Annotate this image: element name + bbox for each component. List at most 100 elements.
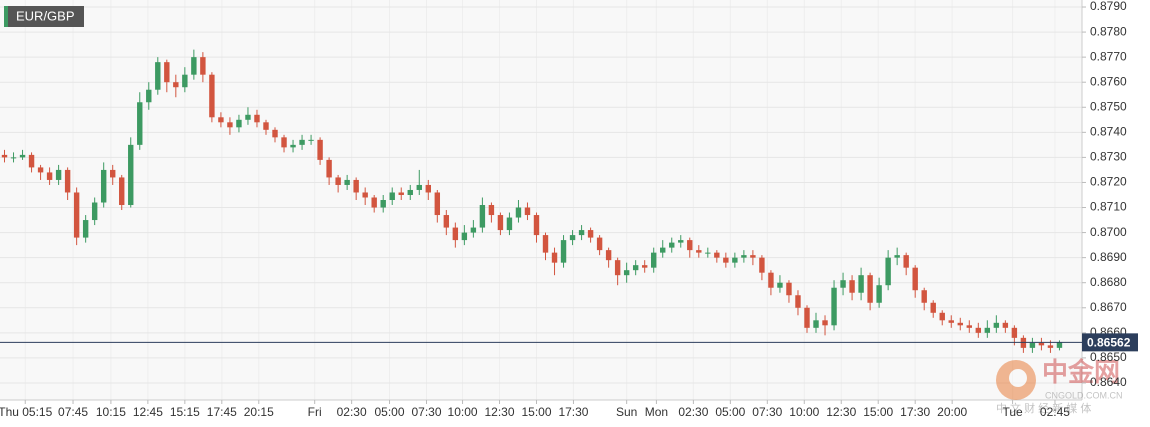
candle-body [723,257,729,263]
candle-body [281,137,287,148]
candle-body [551,252,558,263]
candle-body [867,275,873,303]
y-tick-label: 0.8710 [1090,200,1127,214]
candle-body [19,154,26,158]
grid [0,6,1082,384]
x-tick-label: 12:30 [485,405,515,419]
candle-body [335,177,341,185]
candle-body [344,179,350,185]
candle-body [362,192,368,198]
candle-body [840,280,846,288]
x-tick-label: 12:45 [133,405,163,419]
watermark-site: CNGOLD.COM.CN [1045,390,1123,400]
candle-body [488,205,495,216]
candle-body [984,327,991,333]
candle-body [82,220,89,238]
x-tick-label: 17:45 [207,405,237,419]
y-tick-label: 0.8740 [1090,125,1127,139]
candle-body [164,62,170,83]
y-tick-label: 0.8730 [1090,150,1127,164]
candle-body [470,227,477,233]
candle-body [254,114,260,123]
x-tick-label: 15:00 [863,405,893,419]
candle-body [759,257,765,273]
candle-body [623,270,630,276]
candle-body [218,117,224,123]
candle-body [750,255,756,258]
x-tick-label: 20:15 [244,405,274,419]
candle-body [795,295,801,308]
plot-area [0,0,1082,400]
candle-body [209,74,215,118]
candle-body [308,139,314,141]
candle-body [515,207,522,218]
candle-body [678,240,684,243]
candle-body [407,189,413,195]
candle-body [398,192,404,195]
candle-body [822,320,828,326]
x-tick-label: 05:00 [375,405,405,419]
candle-body [299,139,305,145]
last-price-label: 0.86562 [1087,336,1131,350]
candle-body [91,202,98,221]
candle-body [371,197,377,208]
candle-body [641,265,648,268]
x-tick-label: 20:00 [937,405,967,419]
candle-body [714,252,720,258]
x-tick-label: 02:45 [1040,405,1070,419]
y-tick-label: 0.8640 [1090,375,1127,389]
candle-body [632,265,639,271]
x-tick-label: 15:00 [521,405,551,419]
candle-body [993,322,1000,328]
candle-body [146,89,152,103]
candle-body [100,169,107,203]
x-tick-label: Fri [308,405,322,419]
candle-body [1047,345,1054,348]
y-tick-label: 0.8670 [1090,300,1127,314]
candle-body [732,257,738,263]
candle-body [587,230,594,238]
y-tick-label: 0.8680 [1090,275,1127,289]
candle-body [200,57,206,75]
candle-body [1002,322,1009,328]
candle-body [669,242,675,248]
x-tick-label: 12:30 [826,405,856,419]
candle-body [326,159,332,178]
candle-body [37,167,44,173]
candle-body [452,227,459,241]
badge-accent [4,6,8,27]
candle-body [479,205,486,228]
candle-body [804,307,810,328]
x-tick-label: 17:30 [558,405,588,419]
candle-body [1020,337,1027,348]
candle-body [1056,342,1063,348]
candle-body [155,62,161,90]
candle-body [55,169,62,180]
candle-body [110,169,116,178]
candle-body [119,177,125,206]
symbol: EUR/GBP [16,8,75,23]
candle-body [975,327,982,333]
candle-body [1038,342,1045,346]
x-tick-label: 15:15 [170,405,200,419]
candle-body [506,217,513,231]
candle-body [903,255,909,268]
x-tick-label: 07:30 [411,405,441,419]
x-tick-label: 10:00 [789,405,819,419]
candle-body [28,154,35,168]
candle-body [912,267,918,291]
x-tick-label: 02:30 [678,405,708,419]
candle-body [605,250,612,261]
candle-body [777,282,783,288]
candle-body [317,139,323,160]
candle-body [831,287,837,326]
candle-body [939,312,945,321]
candle-body [389,192,395,200]
candle-body [425,184,431,193]
candle-body [578,230,585,236]
x-tick-label: Thu 05:15 [0,405,53,419]
x-tick-label: 05:00 [715,405,745,419]
x-tick-label: Mon [645,405,668,419]
candle-body [876,285,882,303]
